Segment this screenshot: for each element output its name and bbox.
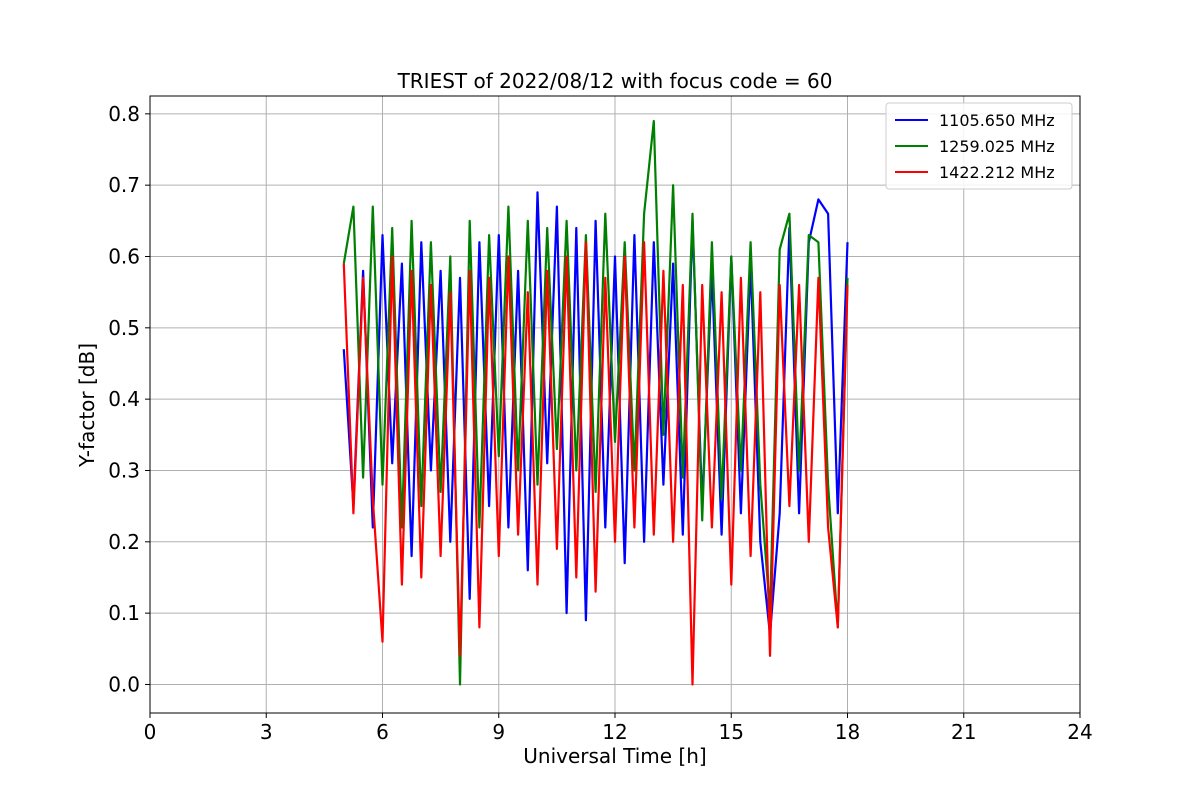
series-line-3 (342, 241, 849, 686)
y-tick-label: 0.7 (108, 173, 140, 197)
x-tick-label: 12 (602, 720, 627, 744)
legend: 1105.650 MHz 1259.025 MHz 1422.212 MHz (885, 102, 1073, 190)
x-tick-label: 18 (835, 720, 860, 744)
series-layer (342, 119, 849, 686)
legend-label: 1422.212 MHz (939, 163, 1055, 182)
y-tick-label: 0.6 (108, 244, 140, 268)
x-axis-title: Universal Time [h] (523, 744, 706, 768)
legend-label: 1105.650 MHz (939, 111, 1055, 130)
y-tick-label: 0.4 (108, 387, 140, 411)
legend-label: 1259.025 MHz (939, 137, 1055, 156)
x-tick-label: 24 (1067, 720, 1092, 744)
x-tick-label: 3 (260, 720, 273, 744)
y-tick-label: 0.1 (108, 601, 140, 625)
x-tick-label: 15 (719, 720, 744, 744)
y-tick-label: 0.0 (108, 672, 140, 696)
x-tick-label: 21 (951, 720, 976, 744)
legend-frame (885, 102, 1073, 190)
x-tick-label: 9 (492, 720, 505, 744)
y-axis-title: Y-factor [dB] (75, 343, 99, 468)
chart-title: TRIEST of 2022/08/12 with focus code = 6… (397, 69, 833, 93)
x-axis-ticks: 0 3 6 9 12 15 18 21 24 (144, 713, 1093, 744)
y-tick-label: 0.8 (108, 102, 140, 126)
x-tick-label: 6 (376, 720, 389, 744)
x-tick-label: 0 (144, 720, 157, 744)
y-tick-label: 0.3 (108, 458, 140, 482)
y-tick-label: 0.2 (108, 530, 140, 554)
y-tick-label: 0.5 (108, 316, 140, 340)
series-line-2 (342, 119, 849, 686)
y-axis-ticks: 0.0 0.1 0.2 0.3 0.4 0.5 0.6 0.7 0.8 (108, 102, 150, 696)
